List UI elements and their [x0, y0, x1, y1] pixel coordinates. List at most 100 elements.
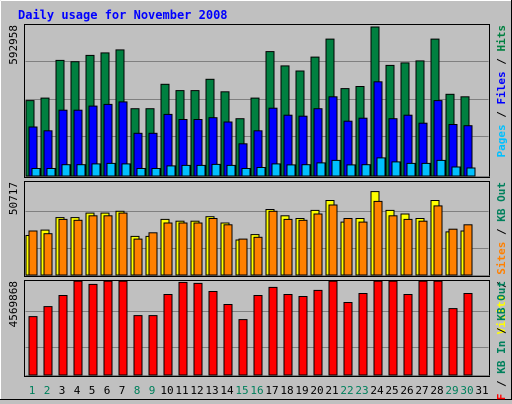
- bar-pages-day-8: [136, 168, 146, 177]
- x-tick-label-23: 23: [355, 384, 368, 397]
- x-tick-label-28: 28: [430, 384, 443, 397]
- legend-entry: /: [495, 321, 508, 341]
- x-tick-label-17: 17: [265, 384, 278, 397]
- x-tick-label-20: 20: [310, 384, 323, 397]
- legend-entry: /: [495, 52, 508, 72]
- bar-sites-day-4: [73, 219, 83, 276]
- x-tick-label-4: 4: [74, 384, 81, 397]
- x-tick-label-7: 7: [119, 384, 126, 397]
- bar-kb-f-day-13: [208, 291, 218, 376]
- panel-frame: [24, 181, 490, 277]
- bar-kb-f-day-18: [283, 294, 293, 376]
- bar-kb-f-day-23: [358, 293, 368, 376]
- bar-sites-day-8: [133, 238, 143, 276]
- bar-kb-f-day-11: [178, 281, 188, 376]
- legend-entry: KB F: [495, 394, 508, 400]
- bar-pages-day-24: [376, 157, 386, 177]
- legend-entry: Visits: [495, 295, 508, 335]
- x-tick-label-21: 21: [325, 384, 338, 397]
- panel-frame: [24, 280, 490, 377]
- bar-kb-f-day-16: [253, 295, 263, 376]
- bar-pages-day-29: [451, 166, 461, 177]
- bar-pages-day-11: [181, 164, 191, 177]
- legend-entry: /: [495, 374, 508, 394]
- legend-entry: Sites: [495, 242, 508, 275]
- bar-kb-f-day-12: [193, 282, 203, 376]
- bar-kb-f-day-14: [223, 304, 233, 376]
- bar-kb-f-day-6: [103, 280, 113, 376]
- x-tick-label-15: 15: [235, 384, 248, 397]
- bar-sites-day-15: [238, 238, 248, 276]
- bar-kb-f-day-4: [73, 280, 83, 376]
- bar-sites-day-30: [463, 224, 473, 276]
- bar-sites-day-6: [103, 215, 113, 276]
- x-tick-label-14: 14: [220, 384, 234, 397]
- bar-kb-f-day-21: [328, 280, 338, 376]
- bar-sites-day-7: [118, 212, 128, 276]
- bar-kb-f-day-8: [133, 315, 143, 376]
- legend-entry: KB In: [495, 341, 508, 374]
- bar-kb-f-day-7: [118, 280, 128, 376]
- x-tick-label-9: 9: [149, 384, 156, 397]
- bar-pages-day-16: [256, 167, 266, 177]
- legend-entry: /: [495, 105, 508, 125]
- bar-pages-day-30: [466, 167, 476, 177]
- bar-pages-day-5: [91, 163, 101, 177]
- y-max-label: 592958: [7, 25, 20, 65]
- x-tick-label-22: 22: [340, 384, 353, 397]
- bar-pages-day-13: [211, 163, 221, 177]
- bar-kb-f-day-29: [448, 308, 458, 376]
- bar-kb-f-day-17: [268, 286, 278, 376]
- bar-sites-day-23: [358, 221, 368, 276]
- panel-legend: Pages / Files / Hits: [495, 25, 508, 158]
- bar-pages-day-20: [316, 162, 326, 177]
- y-max-label: 4569868: [7, 281, 20, 327]
- bar-pages-day-25: [391, 161, 401, 177]
- bar-sites-day-9: [148, 232, 158, 276]
- bar-pages-day-7: [121, 163, 131, 177]
- bar-pages-day-4: [76, 164, 86, 177]
- bar-pages-day-19: [301, 164, 311, 177]
- bar-sites-day-28: [433, 205, 443, 276]
- bar-kb-f-day-15: [238, 319, 248, 376]
- bar-sites-day-10: [163, 222, 173, 276]
- x-tick-label-8: 8: [134, 384, 141, 397]
- bar-sites-day-5: [88, 215, 98, 276]
- x-tick-label-11: 11: [175, 384, 188, 397]
- bar-kb-f-day-25: [388, 280, 398, 376]
- bar-pages-day-12: [196, 164, 206, 177]
- bar-kb-f-day-2: [43, 306, 53, 376]
- x-tick-label-24: 24: [370, 384, 384, 397]
- bar-kb-f-day-5: [88, 283, 98, 376]
- bar-pages-day-2: [46, 168, 56, 177]
- bar-pages-day-22: [346, 164, 356, 177]
- bar-kb-f-day-22: [343, 302, 353, 376]
- bar-sites-day-19: [298, 219, 308, 276]
- bar-pages-day-26: [406, 162, 416, 177]
- bar-kb-f-day-10: [163, 294, 173, 376]
- x-tick-label-30: 30: [460, 384, 473, 397]
- bar-kb-f-day-24: [373, 280, 383, 376]
- bar-kb-f-day-26: [403, 294, 413, 376]
- x-tick-label-31: 31: [475, 384, 488, 397]
- bar-sites-day-16: [253, 236, 263, 276]
- bar-sites-day-18: [283, 218, 293, 276]
- bar-kb-f-day-27: [418, 280, 428, 376]
- bar-pages-day-1: [31, 168, 41, 177]
- bar-pages-day-21: [331, 159, 341, 177]
- bar-sites-day-13: [208, 218, 218, 276]
- bar-kb-f-day-9: [148, 315, 158, 376]
- panel-legend: Visits / Sites / KB Out: [495, 182, 508, 334]
- bar-kb-f-day-20: [313, 289, 323, 376]
- x-tick-label-1: 1: [29, 384, 36, 397]
- bar-kb-f-day-28: [433, 280, 443, 376]
- bar-pages-day-14: [226, 164, 236, 177]
- bar-sites-day-2: [43, 233, 53, 276]
- x-tick-label-10: 10: [160, 384, 173, 397]
- legend-entry: Files: [495, 71, 508, 104]
- x-tick-label-26: 26: [400, 384, 413, 397]
- x-tick-label-12: 12: [190, 384, 203, 397]
- bar-pages-day-9: [151, 168, 161, 177]
